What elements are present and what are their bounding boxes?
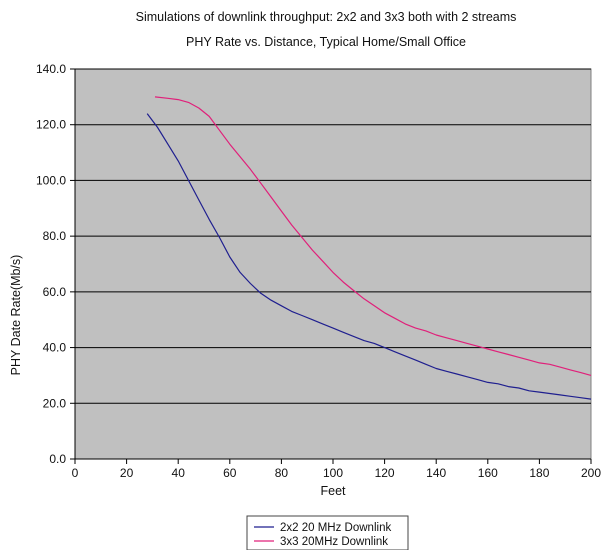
series-line-1: [146, 113, 592, 400]
x-tick-label: 160: [478, 466, 498, 480]
gridlines: [75, 68, 591, 460]
x-axis-label: Feet: [320, 484, 346, 498]
x-tick-label: 20: [120, 466, 134, 480]
x-tick-label: 0: [72, 466, 79, 480]
y-tick-label: 20.0: [43, 396, 67, 410]
legend-label-1: 2x2 20 MHz Downlink: [280, 522, 391, 534]
x-tick-label: 200: [581, 466, 601, 480]
plot-area: [74, 68, 592, 460]
series-line-2: [154, 96, 592, 376]
x-tick-label: 80: [275, 466, 289, 480]
x-tick-label: 60: [223, 466, 237, 480]
x-tick-label: 120: [375, 466, 395, 480]
y-axis: 0.0 20.0 40.0 60.0 80.0 100.0 120.0 140.0: [36, 62, 76, 466]
y-tick-label: 40.0: [43, 341, 67, 355]
x-tick-label: 180: [529, 466, 549, 480]
chart-subtitle: PHY Rate vs. Distance, Typical Home/Smal…: [186, 35, 466, 49]
legend: 2x2 20 MHz Downlink 3x3 20MHz Downlink: [246, 515, 409, 550]
legend-label-2: 3x3 20MHz Downlink: [280, 536, 388, 548]
chart-title: Simulations of downlink throughput: 2x2 …: [136, 10, 517, 24]
x-axis: 0 20 40 60 80 100 120 140 160 180 200: [72, 458, 601, 480]
series-layer: [146, 96, 592, 400]
y-tick-label: 0.0: [49, 452, 66, 466]
y-tick-label: 80.0: [43, 229, 67, 243]
x-tick-label: 100: [323, 466, 343, 480]
x-tick-label: 40: [172, 466, 186, 480]
x-tick-label: 140: [426, 466, 446, 480]
y-tick-label: 60.0: [43, 285, 67, 299]
y-axis-label: PHY Date Rate(Mb/s): [9, 255, 23, 376]
y-tick-label: 120.0: [36, 118, 66, 132]
legend-box: [246, 515, 409, 550]
y-tick-label: 140.0: [36, 62, 66, 76]
y-tick-label: 100.0: [36, 173, 66, 187]
